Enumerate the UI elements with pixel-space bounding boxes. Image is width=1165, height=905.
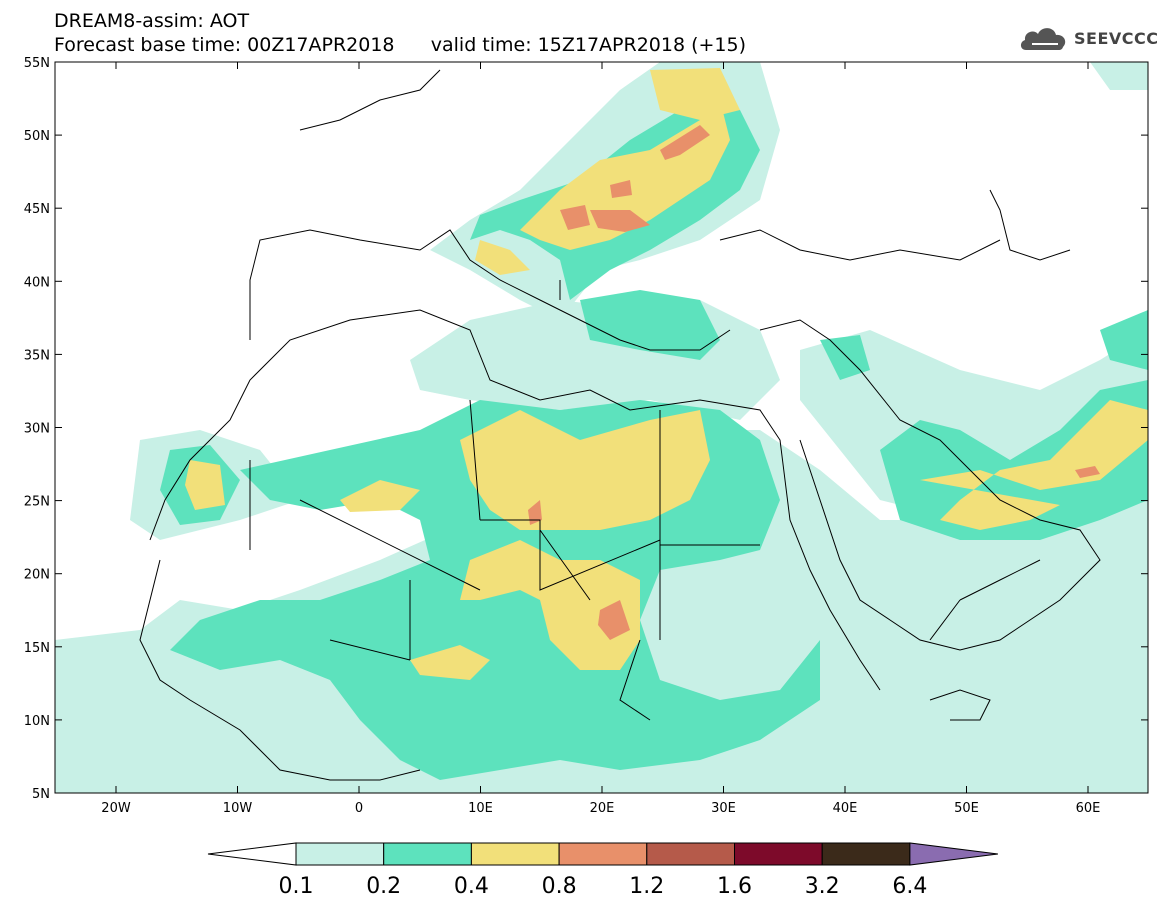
lat-tick-label: 40N [24, 275, 50, 290]
longitude-axis: 20W 10W 0 10E 20E 30E 40E 50E 60E [101, 62, 1100, 816]
colorbar-segment [295, 842, 385, 866]
lat-tick-label: 30N [24, 422, 50, 437]
lon-tick-label: 50E [954, 801, 979, 816]
colorbar-segment [734, 842, 823, 866]
colorbar: 0.1 0.2 0.4 0.8 1.2 1.6 3.2 6.4 [207, 842, 998, 899]
lat-tick-label: 50N [24, 129, 50, 144]
colorbar-segment [646, 842, 735, 866]
aot-level-0-4 [185, 68, 1148, 680]
lon-tick-label: 10W [223, 801, 253, 816]
lat-tick-label: 25N [24, 495, 50, 510]
lat-tick-label: 35N [24, 348, 50, 363]
lat-tick-label: 55N [24, 56, 50, 71]
colorbar-label: 3.2 [805, 874, 840, 899]
colorbar-label: 1.2 [629, 874, 664, 899]
seevccc-logo: SEEVCCC [1018, 22, 1158, 56]
lon-tick-label: 60E [1076, 801, 1101, 816]
lon-tick-label: 0 [355, 801, 363, 816]
colorbar-over-arrow [909, 842, 998, 866]
colorbar-segment [383, 842, 472, 866]
lon-tick-label: 10E [468, 801, 493, 816]
logo-text: SEEVCCC [1074, 29, 1159, 48]
forecast-time-line: Forecast base time: 00Z17APR2018 valid t… [54, 34, 747, 56]
colorbar-under-arrow [207, 842, 297, 866]
lon-tick-label: 20E [590, 801, 615, 816]
colorbar-label: 1.6 [717, 874, 752, 899]
coastlines [139, 69, 1101, 781]
colorbar-segment [470, 842, 560, 866]
lat-tick-label: 45N [24, 202, 50, 217]
colorbar-segment [821, 842, 911, 866]
latitude-axis: 55N 50N 45N 40N 35N 30N 25N 20N 15N 10N 5N [24, 56, 1148, 802]
colorbar-label: 0.1 [279, 874, 314, 899]
aot-level-0-8 [528, 125, 1100, 640]
lat-tick-label: 5N [32, 787, 50, 802]
colorbar-label: 6.4 [892, 874, 927, 899]
lon-tick-label: 20W [101, 801, 131, 816]
colorbar-segment [558, 842, 648, 866]
lat-tick-label: 15N [24, 641, 50, 656]
cloud-icon [1020, 28, 1066, 50]
lat-tick-label: 20N [24, 568, 50, 583]
lon-tick-label: 30E [711, 801, 736, 816]
aot-fields [55, 62, 1148, 793]
colorbar-label: 0.4 [454, 874, 489, 899]
lat-tick-label: 10N [24, 714, 50, 729]
colorbar-label: 0.8 [542, 874, 577, 899]
colorbar-label: 0.2 [366, 874, 401, 899]
map-title: DREAM8-assim: AOT [54, 10, 250, 32]
lon-tick-label: 40E [833, 801, 858, 816]
